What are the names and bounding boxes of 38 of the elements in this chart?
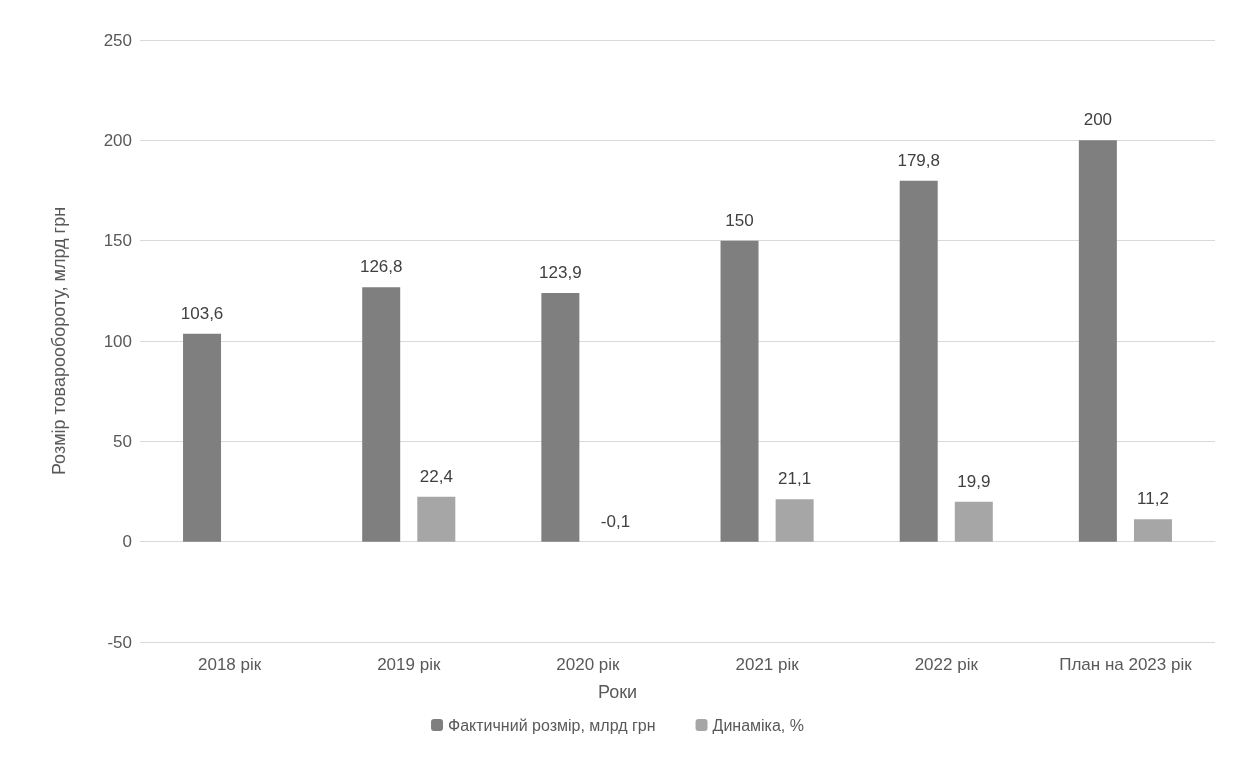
data-label: 22,4 bbox=[419, 466, 453, 486]
data-label: 19,9 bbox=[957, 471, 991, 491]
x-tick-label: 2019 рік bbox=[377, 655, 441, 674]
data-label: 103,6 bbox=[180, 303, 224, 323]
x-tick-label: 2022 рік bbox=[914, 655, 979, 674]
bar bbox=[541, 293, 580, 542]
y-tick-label: -50 bbox=[107, 632, 132, 652]
bar bbox=[775, 499, 814, 542]
data-label: 126,8 bbox=[359, 257, 403, 277]
data-label: 179,8 bbox=[897, 150, 940, 170]
y-axis-title: Розмір товарообороту, млрд грн bbox=[49, 206, 69, 476]
y-tick-label: 200 bbox=[103, 130, 132, 150]
bar bbox=[954, 501, 993, 542]
bar bbox=[899, 180, 938, 542]
legend-label: Динаміка, % bbox=[712, 716, 804, 734]
y-tick-label: 50 bbox=[113, 431, 132, 451]
data-label: 11,2 bbox=[1137, 489, 1169, 509]
data-label: 21,1 bbox=[778, 469, 812, 489]
y-tick-label: 250 bbox=[103, 30, 132, 50]
data-label: 200 bbox=[1083, 110, 1113, 130]
bar bbox=[183, 333, 222, 542]
legend-label: Фактичний розмір, млрд грн bbox=[448, 716, 656, 734]
bar bbox=[1133, 519, 1172, 542]
x-tick-label: 2020 рік bbox=[556, 655, 621, 674]
x-tick-label: 2021 рік bbox=[735, 655, 800, 674]
data-label: -0,1 bbox=[600, 511, 631, 531]
y-tick-label: 100 bbox=[103, 331, 132, 351]
x-tick-label: План на 2023 рік bbox=[1059, 655, 1193, 674]
y-tick-label: 0 bbox=[122, 532, 132, 552]
bar bbox=[362, 287, 401, 542]
bar bbox=[417, 496, 456, 542]
x-axis-title: Роки bbox=[597, 682, 638, 702]
bar bbox=[720, 240, 759, 542]
x-tick-label: 2018 рік bbox=[197, 655, 262, 674]
y-tick-label: 150 bbox=[103, 231, 132, 251]
bar bbox=[1078, 140, 1117, 542]
data-label: 150 bbox=[725, 210, 754, 230]
data-label: 123,9 bbox=[539, 263, 582, 283]
